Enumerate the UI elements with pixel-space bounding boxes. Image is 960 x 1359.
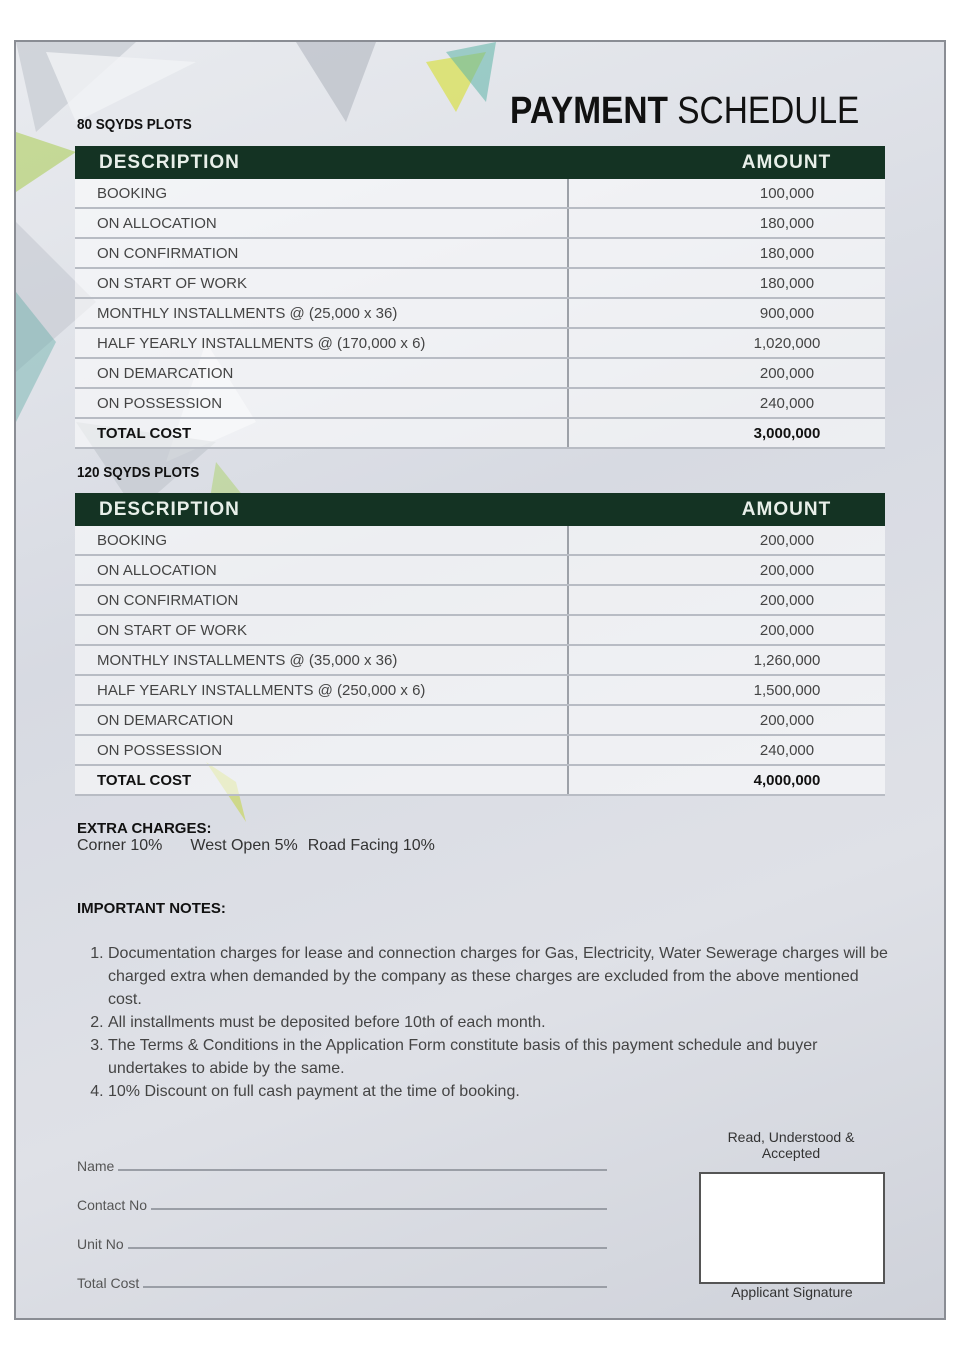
note-item: The Terms & Conditions in the Applicatio… bbox=[108, 1034, 888, 1080]
table-row: BOOKING 200,000 bbox=[75, 526, 885, 556]
total-cost-field[interactable]: Total Cost bbox=[77, 1275, 607, 1291]
amount-cell: 200,000 bbox=[568, 705, 885, 736]
description-cell: TOTAL COST bbox=[75, 765, 569, 796]
table-row: ON CONFIRMATION 180,000 bbox=[75, 238, 885, 269]
description-cell: ON POSSESSION bbox=[75, 735, 569, 766]
column-header-amount: AMOUNT bbox=[568, 146, 885, 179]
signature-box[interactable] bbox=[699, 1172, 885, 1284]
name-field[interactable]: Name bbox=[77, 1158, 607, 1174]
description-cell: BOOKING bbox=[75, 179, 569, 209]
extra-charge-road-facing: Road Facing 10% bbox=[307, 837, 435, 854]
table-row: ON DEMARCATION 200,000 bbox=[75, 705, 885, 736]
section-title-80: 80 SQYDS PLOTS bbox=[77, 116, 192, 133]
table-row: HALF YEARLY INSTALLMENTS @ (170,000 x 6)… bbox=[75, 328, 885, 359]
notes-list: Documentation charges for lease and conn… bbox=[72, 942, 888, 1103]
table-row: HALF YEARLY INSTALLMENTS @ (250,000 x 6)… bbox=[75, 675, 885, 706]
section-title-120: 120 SQYDS PLOTS bbox=[77, 464, 200, 481]
description-cell: ON DEMARCATION bbox=[75, 358, 569, 389]
amount-cell: 180,000 bbox=[568, 238, 885, 269]
amount-cell: 240,000 bbox=[568, 388, 885, 419]
description-cell: HALF YEARLY INSTALLMENTS @ (250,000 x 6) bbox=[75, 675, 569, 706]
table-row: BOOKING 100,000 bbox=[75, 179, 885, 209]
table-row: ON DEMARCATION 200,000 bbox=[75, 358, 885, 389]
description-cell: ON CONFIRMATION bbox=[75, 238, 569, 269]
description-cell: ON POSSESSION bbox=[75, 388, 569, 419]
description-cell: HALF YEARLY INSTALLMENTS @ (170,000 x 6) bbox=[75, 328, 569, 359]
amount-cell: 200,000 bbox=[568, 615, 885, 646]
contact-no-field[interactable]: Contact No bbox=[77, 1197, 607, 1213]
extra-charges: EXTRA CHARGES: Corner 10% West Open 5% Roa… bbox=[77, 820, 463, 855]
note-item: All installments must be deposited befor… bbox=[108, 1011, 888, 1034]
notes-heading: IMPORTANT NOTES: bbox=[77, 900, 226, 917]
table-row: ON POSSESSION 240,000 bbox=[75, 735, 885, 766]
amount-cell: 200,000 bbox=[568, 585, 885, 616]
description-cell: ON DEMARCATION bbox=[75, 705, 569, 736]
amount-cell: 900,000 bbox=[568, 298, 885, 329]
note-item: 10% Discount on full cash payment at the… bbox=[108, 1080, 888, 1103]
extra-charge-corner: Corner 10% bbox=[77, 837, 163, 854]
payment-table-120: DESCRIPTION AMOUNT BOOKING 200,000 ON ALLO… bbox=[75, 493, 885, 796]
amount-cell: 200,000 bbox=[568, 555, 885, 586]
description-cell: ON ALLOCATION bbox=[75, 555, 569, 586]
extra-charge-west-open: West Open 5% bbox=[190, 837, 298, 854]
description-cell: ON ALLOCATION bbox=[75, 208, 569, 239]
amount-cell: 1,500,000 bbox=[568, 675, 885, 706]
description-cell: MONTHLY INSTALLMENTS @ (35,000 x 36) bbox=[75, 645, 569, 676]
column-header-amount: AMOUNT bbox=[568, 493, 885, 526]
amount-cell: 3,000,000 bbox=[568, 418, 885, 449]
description-cell: TOTAL COST bbox=[75, 418, 569, 449]
column-header-description: DESCRIPTION bbox=[75, 493, 568, 526]
amount-cell: 200,000 bbox=[568, 526, 885, 556]
total-row: TOTAL COST 4,000,000 bbox=[75, 765, 885, 796]
description-cell: ON START OF WORK bbox=[75, 268, 569, 299]
amount-cell: 180,000 bbox=[568, 268, 885, 299]
payment-table-80: DESCRIPTION AMOUNT BOOKING 100,000 ON ALLO… bbox=[75, 146, 885, 449]
amount-cell: 100,000 bbox=[568, 179, 885, 209]
total-row: TOTAL COST 3,000,000 bbox=[75, 418, 885, 449]
description-cell: MONTHLY INSTALLMENTS @ (25,000 x 36) bbox=[75, 298, 569, 329]
description-cell: ON START OF WORK bbox=[75, 615, 569, 646]
note-item: Documentation charges for lease and conn… bbox=[108, 942, 888, 1011]
amount-cell: 1,020,000 bbox=[568, 328, 885, 359]
column-header-description: DESCRIPTION bbox=[75, 146, 568, 179]
extra-charges-heading: EXTRA CHARGES: bbox=[77, 820, 212, 837]
amount-cell: 1,260,000 bbox=[568, 645, 885, 676]
table-row: ON ALLOCATION 200,000 bbox=[75, 555, 885, 586]
unit-no-field[interactable]: Unit No bbox=[77, 1236, 607, 1252]
table-row: ON ALLOCATION 180,000 bbox=[75, 208, 885, 239]
page-title: PAYMENT SCHEDULE bbox=[510, 90, 860, 132]
table-row: ON START OF WORK 200,000 bbox=[75, 615, 885, 646]
signature-caption-bottom: Applicant Signature bbox=[731, 1284, 853, 1300]
table-row: ON CONFIRMATION 200,000 bbox=[75, 585, 885, 616]
description-cell: BOOKING bbox=[75, 526, 569, 556]
amount-cell: 180,000 bbox=[568, 208, 885, 239]
signature-caption-top: Read, Understood & Accepted bbox=[727, 1129, 855, 1161]
amount-cell: 200,000 bbox=[568, 358, 885, 389]
description-cell: ON CONFIRMATION bbox=[75, 585, 569, 616]
payment-schedule-page: PAYMENT SCHEDULE 80 SQYDS PLOTS DESCRIPT… bbox=[14, 40, 946, 1320]
amount-cell: 4,000,000 bbox=[568, 765, 885, 796]
table-row: ON POSSESSION 240,000 bbox=[75, 388, 885, 419]
table-row: MONTHLY INSTALLMENTS @ (35,000 x 36) 1,26… bbox=[75, 645, 885, 676]
amount-cell: 240,000 bbox=[568, 735, 885, 766]
table-row: ON START OF WORK 180,000 bbox=[75, 268, 885, 299]
table-row: MONTHLY INSTALLMENTS @ (25,000 x 36) 900,… bbox=[75, 298, 885, 329]
